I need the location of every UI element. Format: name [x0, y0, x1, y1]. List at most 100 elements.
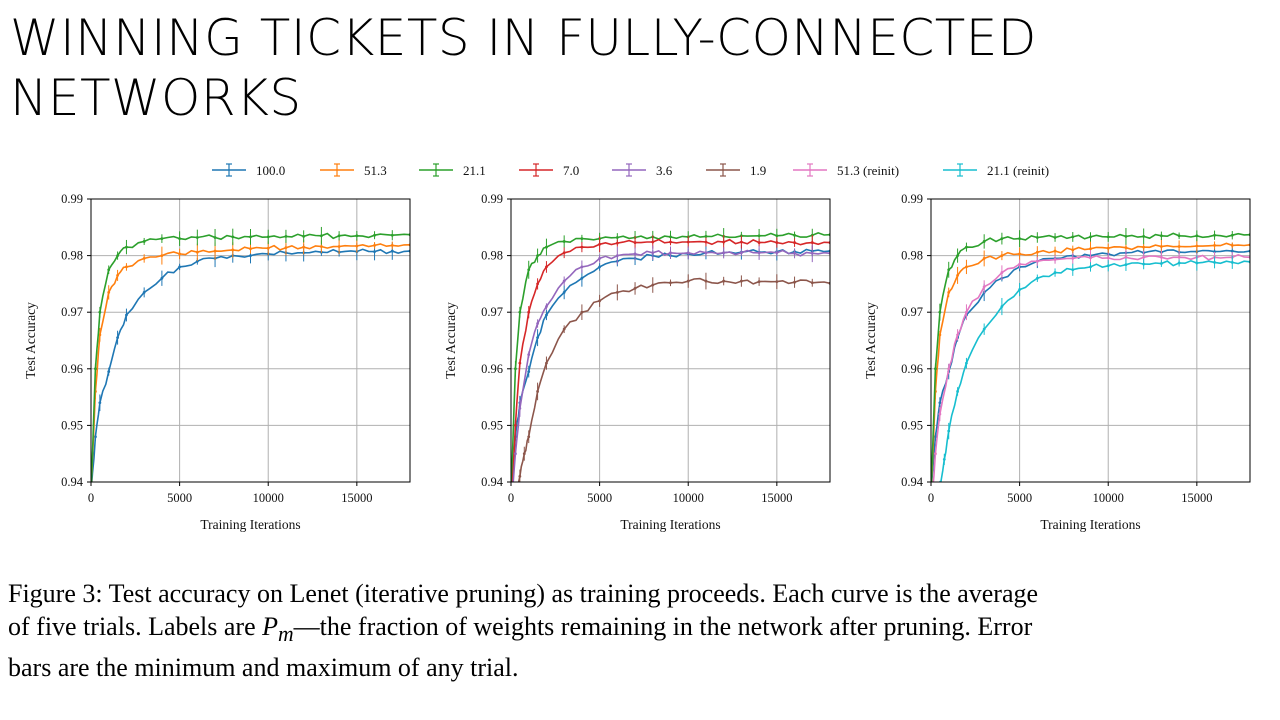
data-point: [934, 452, 937, 456]
series-group: [510, 228, 830, 512]
data-point: [982, 285, 986, 289]
data-point: [98, 333, 102, 337]
data-point: [775, 234, 779, 238]
data-point: [562, 240, 566, 243]
data-point: [722, 251, 726, 255]
series-51-3-reinit-: [932, 249, 1250, 482]
x-tick-label: 5000: [587, 491, 612, 505]
data-point: [1106, 256, 1110, 260]
series-line: [91, 243, 410, 482]
series-51-3: [91, 239, 410, 482]
data-point: [669, 251, 672, 255]
legend-item: 100.0: [212, 163, 285, 178]
legend-item: 7.0: [519, 163, 579, 178]
data-point: [982, 240, 986, 243]
series-51-3: [931, 238, 1250, 482]
data-point: [956, 333, 959, 337]
data-point: [527, 370, 531, 374]
series-line: [512, 249, 830, 482]
data-point: [633, 252, 637, 256]
data-point: [615, 236, 619, 239]
data-point: [704, 251, 708, 255]
data-point: [1177, 234, 1181, 238]
data-point: [598, 265, 602, 269]
data-point: [195, 259, 199, 263]
series-1-9: [517, 272, 830, 482]
data-point: [98, 401, 102, 405]
data-point: [686, 279, 690, 283]
data-point: [580, 237, 584, 241]
caption-line-3: bars are the minimum and maximum of any …: [8, 653, 519, 683]
data-point: [1071, 257, 1075, 260]
plot-frame: [930, 198, 1251, 483]
y-tick-label: 0.99: [901, 192, 923, 206]
data-point: [947, 367, 951, 371]
data-point: [1124, 263, 1128, 267]
plot-frame: [510, 198, 831, 483]
data-point: [934, 367, 937, 371]
data-point: [1142, 234, 1146, 238]
data-point: [938, 333, 942, 337]
series-line: [940, 259, 1250, 482]
data-point: [775, 280, 779, 284]
data-point: [284, 246, 288, 250]
data-point: [704, 279, 708, 283]
data-point: [160, 276, 164, 280]
data-point: [704, 234, 708, 238]
data-point: [930, 509, 933, 512]
y-tick-label: 0.96: [481, 362, 503, 376]
series-line: [932, 253, 1250, 482]
data-point: [1142, 262, 1146, 266]
data-point: [739, 240, 743, 244]
data-point: [231, 235, 235, 239]
data-point: [982, 327, 986, 331]
data-point: [160, 237, 164, 241]
y-axis-label: Test Accuracy: [863, 302, 878, 379]
data-point: [669, 240, 672, 244]
data-point: [213, 236, 217, 239]
series-line: [91, 232, 410, 482]
data-point: [1018, 252, 1022, 256]
data-point: [319, 234, 323, 238]
data-point: [938, 310, 942, 314]
data-point: [942, 457, 946, 461]
data-point: [1053, 249, 1057, 253]
data-point: [536, 322, 539, 325]
pm-symbol: Pm: [262, 612, 294, 646]
y-tick-label: 0.94: [61, 475, 84, 489]
data-point: [1018, 288, 1022, 291]
legend-label: 3.6: [656, 163, 673, 178]
data-point: [1000, 254, 1004, 257]
data-point: [1089, 256, 1092, 260]
data-point: [704, 240, 708, 244]
legend-item: 3.6: [612, 163, 673, 178]
data-point: [562, 327, 566, 331]
data-point: [373, 244, 376, 247]
data-point: [160, 254, 164, 257]
chart-panel-1: 0.94 0.95 0.96 0.97 0.98 0.99 0 5000 10000 15000 T…: [23, 192, 411, 532]
data-point: [527, 353, 531, 357]
data-point: [775, 251, 779, 255]
data-point: [1213, 233, 1216, 237]
data-point: [249, 247, 252, 251]
caption-line-2-end: —the fraction of weights remaining in th…: [293, 612, 1033, 641]
y-tick-label: 0.98: [901, 249, 923, 263]
data-point: [536, 282, 539, 286]
data-point: [510, 509, 513, 512]
data-point: [373, 233, 376, 237]
data-point: [1000, 237, 1004, 241]
data-point: [545, 305, 548, 308]
y-tick-label: 0.99: [61, 192, 83, 206]
data-point: [178, 237, 182, 241]
data-point: [319, 245, 323, 248]
x-tick-label: 0: [508, 491, 514, 505]
data-point: [1124, 255, 1128, 259]
series-line: [517, 277, 830, 482]
x-tick-label: 0: [88, 491, 94, 505]
data-point: [1230, 260, 1234, 264]
data-point: [1142, 255, 1146, 259]
y-tick-label: 0.97: [481, 305, 503, 319]
data-point: [615, 290, 619, 294]
data-point: [302, 234, 306, 238]
series-100-0: [931, 242, 1250, 482]
